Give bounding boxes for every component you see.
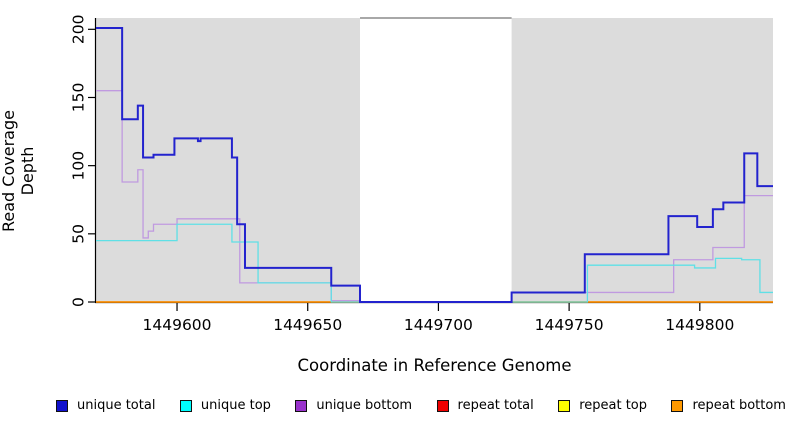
y-tick-label: 0 (69, 297, 87, 307)
legend-swatch-icon (179, 399, 192, 412)
legend-item-repeat-top: repeat top (558, 398, 647, 413)
y-tick-label: 100 (69, 151, 87, 181)
plot-canvas: 0 50 100 150 200 1449600 1449650 1449700 1449750… (69, 15, 773, 334)
legend-swatch-icon (671, 399, 684, 412)
legend-item-unique-total: unique total (56, 398, 155, 413)
x-tick-label: 1449800 (665, 316, 734, 334)
legend-label: repeat total (457, 398, 534, 413)
legend-label: repeat bottom (692, 398, 786, 413)
x-tick-label: 1449650 (273, 316, 342, 334)
legend-label: repeat top (579, 398, 647, 413)
legend-item-unique-bottom: unique bottom (295, 398, 412, 413)
x-tick-label: 1449600 (143, 316, 212, 334)
legend-item-unique-top: unique top (179, 398, 271, 413)
legend-swatch-icon (295, 399, 308, 412)
y-axis-title: Read Coverage Depth (0, 110, 37, 232)
legend-label: unique bottom (316, 398, 413, 413)
legend-swatch-icon (436, 399, 449, 412)
x-tick-label: 1449750 (535, 316, 604, 334)
y-tick-label: 50 (69, 224, 87, 244)
x-axis-title: Coordinate in Reference Genome (297, 356, 572, 375)
shaded-region (511, 18, 773, 302)
legend-swatch-icon (558, 399, 571, 412)
legend: unique total unique top unique bottom repea… (56, 398, 786, 413)
series-unique-bottom (96, 90, 773, 303)
legend-label: unique total (77, 398, 156, 413)
x-tick-label: 1449700 (404, 316, 473, 334)
legend-label: unique top (200, 398, 271, 413)
legend-item-repeat-total: repeat total (436, 398, 534, 413)
series-unique-total (96, 26, 773, 303)
y-tick-label: 150 (69, 83, 87, 113)
series-unique-top (96, 223, 773, 303)
legend-swatch-icon (56, 399, 68, 412)
legend-item-repeat-bottom: repeat bottom (671, 398, 786, 413)
shaded-region (96, 18, 361, 302)
y-tick-label: 200 (69, 15, 87, 45)
